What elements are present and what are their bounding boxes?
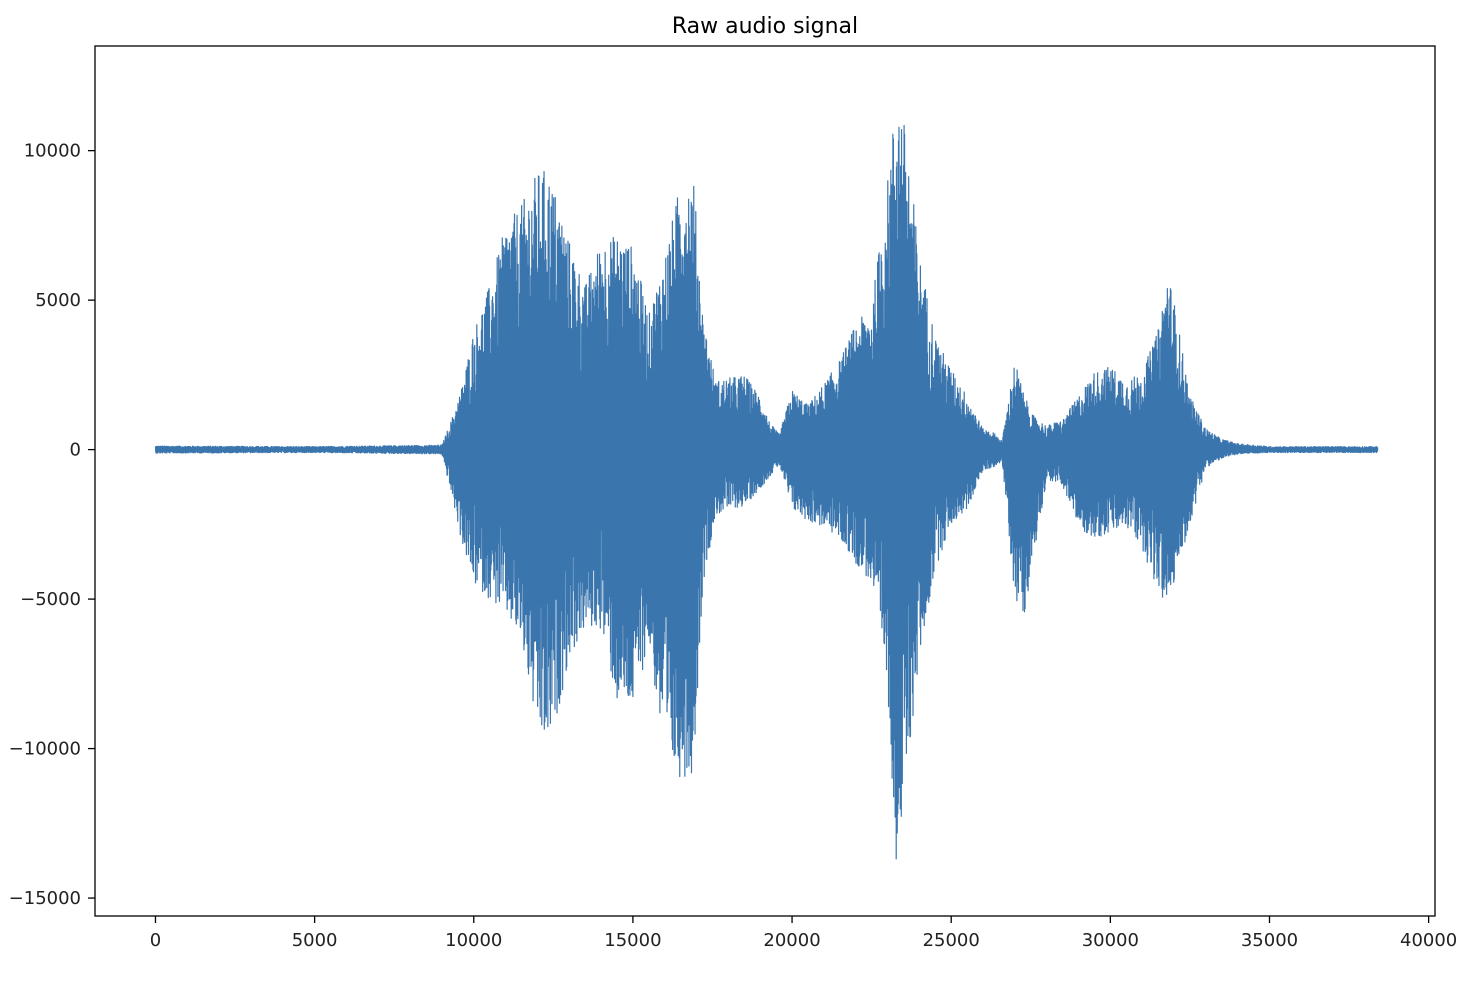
y-tick-label: 0 [70,440,81,461]
x-tick-label: 20000 [763,930,820,951]
x-tick-label: 0 [150,930,161,951]
x-axis: 0 5000 10000 15000 20000 25000 30000 35000 40000 [150,916,1457,951]
x-tick-label: 15000 [604,930,661,951]
plot-area [154,124,1379,860]
series-line [154,124,1379,860]
y-tick-label: −15000 [9,888,81,909]
chart-title: Raw audio signal [672,14,858,39]
x-tick-label: 25000 [923,930,980,951]
x-tick-label: 5000 [292,930,338,951]
y-tick-label: −5000 [20,589,81,610]
plot-frame [94,45,1436,917]
x-tick-label: 30000 [1082,930,1139,951]
y-tick-label: 10000 [24,141,81,162]
y-tick-label: 5000 [35,290,81,311]
x-tick-label: 10000 [445,930,502,951]
y-axis: 10000 5000 0 −5000 −10000 −15000 [9,141,95,909]
y-tick-label: −10000 [9,739,81,760]
x-tick-label: 35000 [1241,930,1298,951]
x-tick-label: 40000 [1400,930,1457,951]
